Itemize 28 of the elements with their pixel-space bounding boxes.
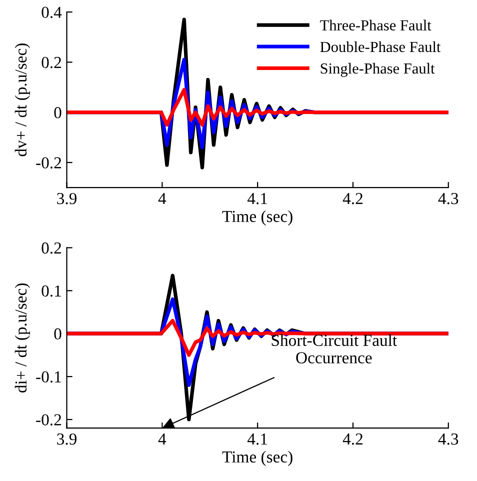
x-tick-label: 4 (158, 434, 166, 445)
x-tick-label: 4 (158, 193, 166, 204)
y-tick-label: 0 (54, 107, 62, 118)
annotation: Short-Circuit Fault Occurrence (272, 334, 397, 364)
x-tick-label: 4.1 (247, 193, 267, 204)
x-tick-label: 3.9 (57, 192, 77, 204)
x-axis-title: Time (sec) (222, 210, 292, 226)
y-tick-label: 0 (54, 328, 62, 340)
legend-label: Double-Phase Fault (320, 41, 441, 52)
x-tick-label: 4.3 (438, 433, 458, 445)
y-tick-label: 0.1 (42, 285, 61, 297)
x-tick-label: 4.3 (438, 192, 458, 204)
y-tick-label: 0.2 (42, 242, 61, 254)
line-series (66, 88, 448, 127)
x-tick-label: 3.9 (57, 433, 77, 445)
x-tick-label: 4.1 (247, 434, 267, 445)
y-tick-label: -0.1 (36, 371, 61, 383)
y-tick-label: -0.2 (36, 414, 61, 426)
x-tick-label: 4.2 (342, 433, 362, 445)
y-tick-label: 0.2 (42, 56, 61, 68)
x-axis-title: Time (sec) (222, 450, 292, 466)
y-tick-label: -0.2 (36, 157, 61, 169)
y-tick-label: 0.4 (42, 6, 62, 18)
y-axis-title: dv+ / dt (p.u/sec) (14, 44, 30, 156)
legend-label: Three-Phase Fault (320, 20, 432, 31)
y-axis-title: di+ / dt (p.u/sec) (14, 283, 30, 392)
legend-label: Single-Phase Fault (320, 62, 435, 77)
x-tick-label: 4.2 (342, 192, 362, 204)
